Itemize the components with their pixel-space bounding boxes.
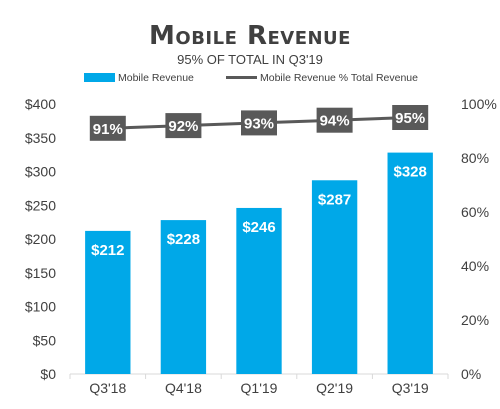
y-right-tick-label: 40% [461, 258, 489, 274]
bar-value-label: $212 [91, 242, 124, 259]
legend-label-bar: Mobile Revenue [118, 72, 194, 84]
y-left-tick-label: $350 [25, 130, 56, 146]
y-left-tick-label: $300 [25, 164, 56, 180]
plot-area: $0 $50 $100 $150 $200 $250 $300 $350 $400 0% 20% 40… [25, 96, 497, 396]
y-left-tick-label: $50 [33, 332, 57, 348]
line-point-label-box [392, 105, 429, 130]
chart-subtitle: 95% OF TOTAL IN Q3'19 [177, 52, 323, 67]
y-right-tick-label: 80% [461, 150, 489, 166]
x-tick-label: Q4'18 [165, 380, 202, 396]
bar [236, 207, 282, 374]
x-tick-label: Q3'18 [89, 380, 126, 396]
bar-value-label: $328 [394, 164, 427, 181]
y-right-tick-label: 100% [461, 96, 497, 112]
line-point-label-box [165, 113, 202, 139]
line-point-label-box [316, 107, 353, 133]
bar-value-label: $228 [167, 231, 200, 248]
y-left-tick-label: $250 [25, 197, 56, 213]
line-point-label: 91% [93, 121, 123, 138]
legend-label-line: Mobile Revenue % Total Revenue [260, 72, 418, 84]
bar [311, 180, 358, 374]
bar [387, 152, 433, 374]
bar-value-label: $246 [242, 219, 275, 236]
line-point-label-box [89, 115, 126, 141]
y-left-tick-label: $400 [25, 96, 56, 112]
bar [160, 220, 207, 374]
legend-swatch-line [226, 76, 257, 79]
bar [85, 230, 131, 374]
y-right-tick-label: 0% [461, 366, 481, 382]
y-right-tick-label: 60% [461, 204, 489, 220]
legend: Mobile Revenue Mobile Revenue % Total Re… [84, 72, 418, 84]
y-right-tick-label: 20% [461, 312, 489, 328]
line-point-label: 93% [244, 115, 274, 132]
line-point-label: 94% [320, 113, 350, 130]
y-left-tick-label: $0 [40, 366, 56, 382]
chart-title: Mobile Revenue [149, 21, 351, 51]
line-point-label: 92% [168, 118, 198, 135]
y-left-tick-label: $150 [25, 265, 56, 281]
y-left-tick-label: $100 [25, 299, 56, 315]
x-tick-label: Q2'19 [316, 380, 353, 396]
bar-value-label: $287 [318, 191, 351, 208]
y-left-tick-label: $200 [25, 231, 56, 247]
x-tick-label: Q1'19 [241, 380, 278, 396]
legend-swatch-bar [84, 73, 115, 82]
line-point-label: 95% [395, 110, 425, 127]
line-point-label-box [241, 110, 277, 136]
x-tick-label: Q3'19 [392, 380, 429, 396]
